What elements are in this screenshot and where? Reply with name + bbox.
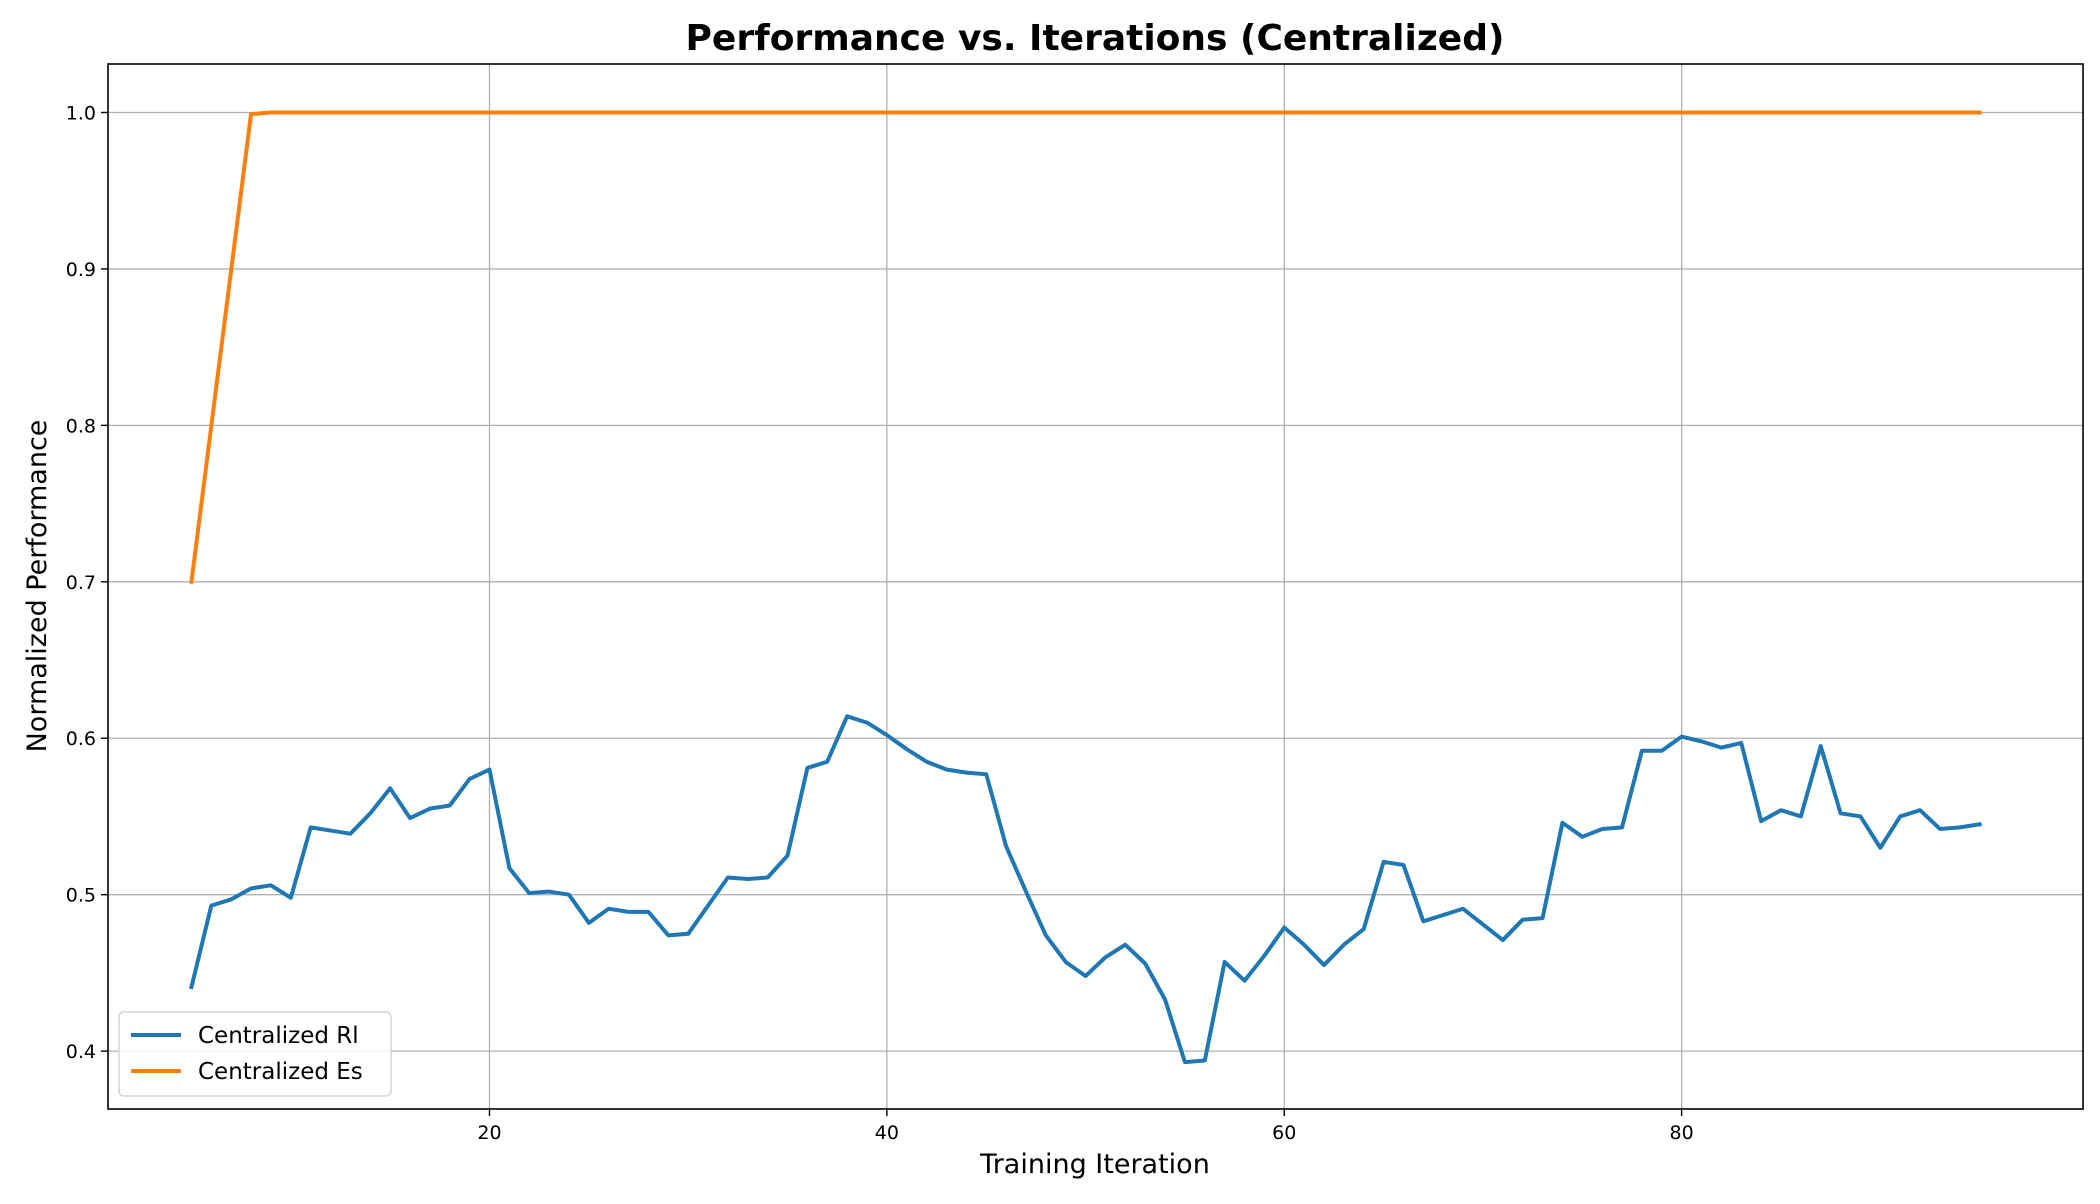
y-tick-label: 0.5 [66, 885, 96, 907]
y-tick-label: 0.4 [66, 1041, 96, 1063]
grid-lines [108, 64, 2083, 1109]
x-tick-label: 80 [1670, 1122, 1694, 1144]
plot-area-frame [107, 63, 2084, 1110]
legend-label-centralized-es: Centralized Es [198, 1059, 363, 1085]
x-tick-label: 40 [875, 1122, 899, 1144]
series-line-centralized-rl [189, 714, 1982, 1065]
series-lines [189, 110, 1982, 1065]
y-tick-label: 0.6 [66, 728, 96, 750]
y-tick-label: 0.8 [66, 415, 96, 437]
chart-title: Performance vs. Iterations (Centralized) [686, 18, 1505, 59]
x-tick-label: 60 [1272, 1122, 1296, 1144]
series-line-centralized-es [189, 110, 1982, 585]
legend-label-centralized-rl: Centralized Rl [198, 1023, 359, 1049]
axis-ticks: 20 40 60 80 0.4 0.5 0.6 0.7 0.8 0.9 1.0 [66, 102, 1694, 1144]
legend-box [118, 1011, 392, 1097]
x-tick-label: 20 [477, 1122, 501, 1144]
x-axis-label: Training Iteration [979, 1149, 1210, 1180]
legend: Centralized Rl Centralized Es [118, 1011, 392, 1097]
y-axis-label: Normalized Performance [22, 420, 53, 753]
y-tick-label: 0.9 [66, 259, 96, 281]
y-tick-label: 1.0 [66, 102, 96, 124]
y-tick-label: 0.7 [66, 572, 96, 594]
